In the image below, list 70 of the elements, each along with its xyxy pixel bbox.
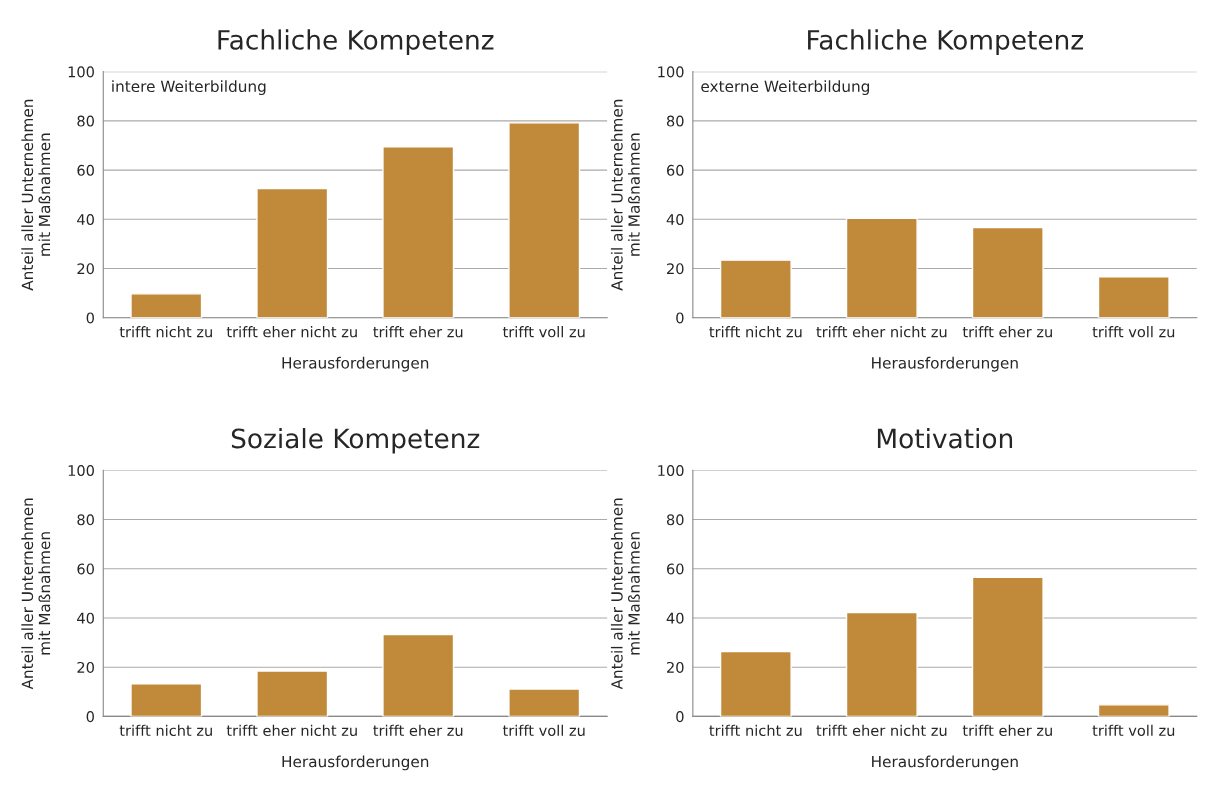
x-tick-label: trifft eher zu: [962, 326, 1052, 338]
y-tick-label: 100: [68, 66, 94, 78]
y-tick-label: 0: [86, 312, 94, 324]
y-tick-label: 60: [77, 164, 94, 176]
x-tick-label: trifft eher zu: [373, 326, 463, 338]
x-tick-label: trifft eher nicht zu: [816, 326, 947, 338]
x-tick-label: trifft eher zu: [962, 724, 1052, 737]
x-tick-label: trifft nicht zu: [709, 326, 802, 338]
y-axis-title: Anteil aller Unternehmen mit Maßnahmen: [21, 99, 51, 291]
y-tick-label: 100: [658, 66, 684, 78]
bar: [845, 611, 918, 717]
y-tick-label: 20: [77, 263, 94, 275]
x-tick-label: trifft voll zu: [1092, 724, 1175, 737]
y-tick-label: 40: [666, 214, 684, 226]
bar: [719, 259, 792, 318]
x-tick-label: trifft eher zu: [373, 724, 463, 737]
y-tick-label: 80: [77, 514, 94, 526]
y-axis-title: Anteil aller Unternehmen mit Maßnahmen: [610, 498, 640, 690]
bar: [130, 683, 203, 717]
chart-title: Fachliche Kompetenz: [808, 29, 1084, 55]
x-tick-label: trifft eher nicht zu: [226, 326, 357, 338]
y-tick-label: 60: [77, 563, 94, 575]
y-tick-label: 100: [68, 465, 94, 477]
chart-title: Motivation: [877, 428, 1013, 449]
bar: [971, 576, 1044, 717]
bar: [130, 293, 203, 318]
x-axis-title: Herausforderungen: [282, 356, 429, 372]
y-tick-label: 40: [77, 214, 94, 226]
x-tick-label: trifft eher nicht zu: [226, 724, 357, 737]
y-tick-label: 60: [666, 164, 684, 176]
y-tick-label: 0: [676, 711, 684, 723]
y-tick-label: 80: [77, 115, 94, 127]
y-tick-label: 80: [666, 115, 684, 127]
bar: [971, 226, 1044, 318]
chart-title: Soziale Kompetenz: [231, 428, 480, 454]
bar: [1097, 704, 1170, 717]
y-tick-label: 20: [667, 661, 684, 673]
bar: [845, 217, 918, 318]
x-tick-label: trifft voll zu: [502, 326, 585, 338]
x-axis-title: Herausforderungen: [282, 755, 429, 771]
x-axis-title: Herausforderungen: [872, 356, 1018, 372]
y-axis-title: Anteil aller Unternehmen mit Maßnahmen: [21, 498, 51, 690]
x-tick-label: trifft eher nicht zu: [816, 724, 947, 737]
x-tick-label: trifft nicht zu: [119, 326, 212, 338]
y-tick-label: 100: [658, 465, 684, 477]
y-axis-title: Anteil aller Unternehmen mit Maßnahmen: [610, 99, 640, 291]
y-tick-label: 40: [77, 612, 94, 624]
y-tick-label: 80: [666, 514, 684, 526]
bar: [719, 650, 792, 717]
y-tick-label: 40: [666, 612, 684, 624]
annotation: intere Weiterbildung: [112, 80, 266, 96]
y-tick-label: 20: [77, 661, 94, 673]
x-tick-label: trifft nicht zu: [119, 724, 212, 737]
bar: [1097, 276, 1170, 318]
y-tick-label: 0: [676, 312, 684, 324]
bar: [382, 633, 455, 717]
x-axis-title: Herausforderungen: [872, 755, 1018, 771]
bar: [508, 122, 581, 318]
bar: [382, 146, 455, 318]
chart-title: Fachliche Kompetenz: [218, 29, 494, 55]
y-tick-label: 0: [86, 711, 94, 723]
bar: [256, 187, 329, 318]
x-tick-label: trifft nicht zu: [709, 724, 802, 737]
annotation: externe Weiterbildung: [701, 80, 870, 96]
bar: [508, 688, 581, 717]
x-tick-label: trifft voll zu: [502, 724, 585, 737]
bar: [256, 670, 329, 717]
y-tick-label: 20: [667, 263, 684, 275]
x-tick-label: trifft voll zu: [1092, 326, 1175, 338]
y-tick-label: 60: [666, 563, 684, 575]
